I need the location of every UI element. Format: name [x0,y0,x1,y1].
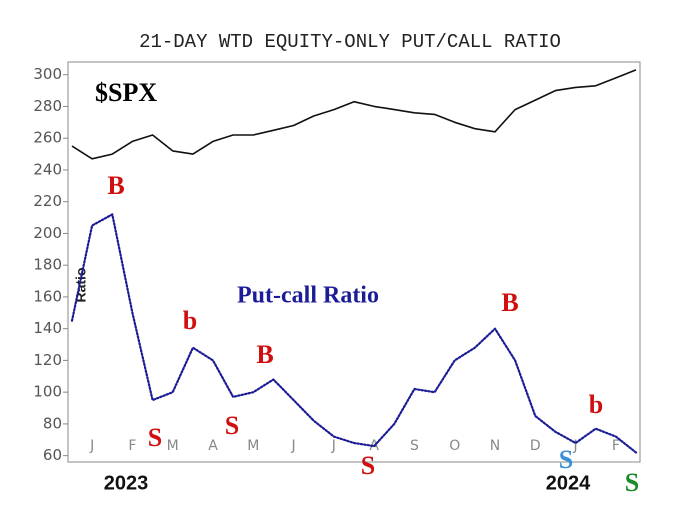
signal-label: B [501,288,518,317]
signal-label: S [625,468,639,497]
signal-label: B [107,171,124,200]
y-tick-label: 120 [33,351,62,369]
year-label: 2023 [104,472,149,494]
spx-label: $SPX [95,78,157,107]
y-tick-label: 180 [33,256,62,274]
x-tick-label: S [410,438,419,454]
series-label: Put-call Ratio [237,283,379,309]
signal-label: S [225,411,239,440]
signal-label: S [361,451,375,480]
x-tick-label: J [573,438,578,454]
y-axis-label: Ratio [73,268,89,303]
chart-title: 21-DAY WTD EQUITY-ONLY PUT/CALL RATIO [139,31,561,53]
x-tick-label: M [247,438,259,454]
y-tick-label: 260 [33,129,62,147]
y-tick-label: 200 [33,224,62,242]
x-tick-label: A [208,438,218,454]
y-tick-label: 300 [33,65,62,83]
x-tick-label: J [89,438,94,454]
x-tick-label: O [449,438,460,454]
y-tick-label: 220 [33,192,62,210]
signal-label: B [256,340,273,369]
x-tick-label: J [331,438,336,454]
signal-label: S [559,445,573,474]
series-line [70,213,638,454]
year-label: 2024 [546,472,591,494]
x-tick-label: D [530,438,541,454]
x-tick-label: F [128,438,136,454]
y-tick-label: 100 [33,383,62,401]
x-tick-label: J [291,438,296,454]
x-tick-label: N [490,438,500,454]
y-tick-label: 240 [33,160,62,178]
series-line [71,69,637,160]
plot-frame [67,61,641,463]
signal-label: b [589,390,603,419]
x-tick-label: M [167,438,179,454]
x-tick-label: F [612,438,620,454]
y-tick-label: 140 [33,319,62,337]
y-tick-label: 280 [33,97,62,115]
signal-label: b [183,306,197,335]
y-tick-label: 80 [43,414,62,432]
y-tick-label: 60 [43,446,62,464]
y-tick-label: 160 [33,287,62,305]
signal-label: S [148,423,162,452]
